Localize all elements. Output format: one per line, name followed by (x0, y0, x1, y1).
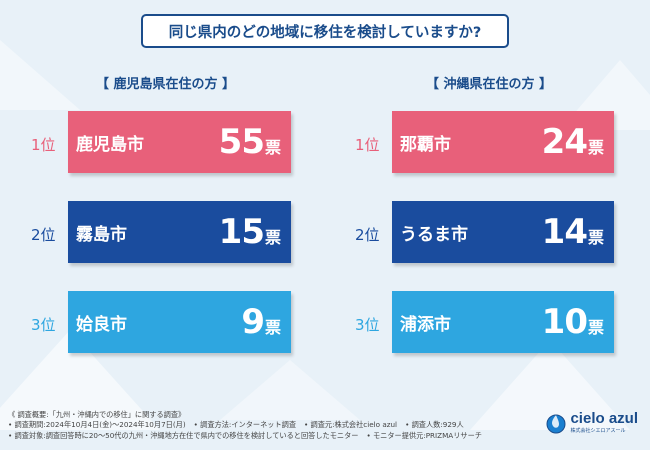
logo-name: cielo azul (570, 410, 638, 427)
okinawa-rank-2: 2位 (355, 226, 380, 244)
city-name: うるま市 (400, 224, 468, 245)
kagoshima-bar-2: 霧島市 15 票 (68, 201, 291, 263)
logo-subtitle: 株式会社シエロアスール (570, 428, 626, 434)
vote-count: 14 票 (541, 212, 604, 252)
okinawa-rank-3: 3位 (355, 316, 380, 334)
okinawa-bar-1: 那覇市 24 票 (392, 111, 614, 173)
city-name: 霧島市 (76, 224, 127, 245)
city-name: 姶良市 (76, 314, 127, 335)
survey-footer: 《 調査概要:「九州・沖縄内での移住」に関する調査》 • 調査期間:2024年1… (8, 410, 490, 442)
page-title: 同じ県内のどの地域に移住を検討していますか? (141, 14, 509, 48)
vote-count: 15 票 (218, 212, 281, 252)
survey-target: • 調査対象:調査回答時に20〜50代の九州・沖縄地方在住で県内での移住を検討し… (8, 431, 482, 441)
city-name: 那覇市 (400, 134, 451, 155)
city-name: 浦添市 (400, 314, 451, 335)
company-logo: cielo azul 株式会社シエロアスール (545, 411, 638, 434)
survey-title: 《 調査概要:「九州・沖縄内での移住」に関する調査》 (8, 409, 186, 419)
kagoshima-bar-1: 鹿児島市 55 票 (68, 111, 291, 173)
okinawa-bar-2: うるま市 14 票 (392, 201, 614, 263)
kagoshima-rank-1: 1位 (31, 136, 56, 154)
okinawa-heading: 【 沖縄県在住の方 】 (426, 77, 553, 92)
vote-count: 55 票 (218, 122, 281, 162)
vote-count: 24 票 (541, 122, 604, 162)
kagoshima-rank-3: 3位 (31, 316, 56, 334)
survey-meta: • 調査期間:2024年10月4日(金)〜2024年10月7日(月) • 調査方法… (8, 420, 464, 430)
okinawa-rank-1: 1位 (355, 136, 380, 154)
okinawa-bar-3: 浦添市 10 票 (392, 291, 614, 353)
city-name: 鹿児島市 (76, 134, 144, 155)
droplet-logo-icon (546, 414, 566, 433)
kagoshima-heading: 【 鹿児島県在住の方 】 (96, 77, 236, 92)
vote-count: 10 票 (541, 302, 604, 342)
kagoshima-rank-2: 2位 (31, 226, 56, 244)
